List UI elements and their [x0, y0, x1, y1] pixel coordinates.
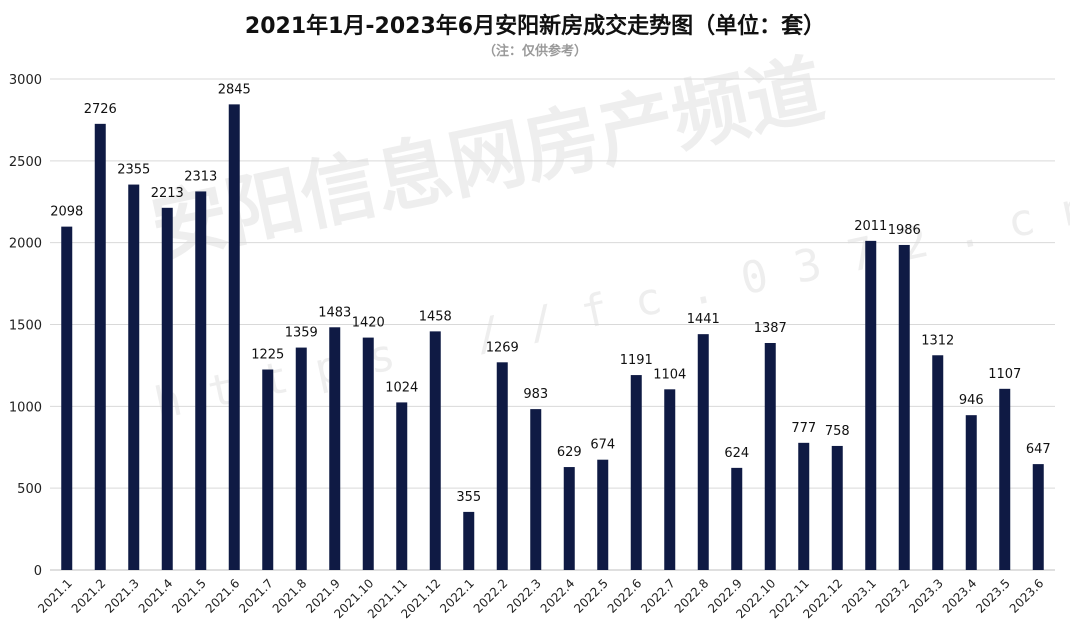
- bar: [362, 337, 374, 570]
- x-tick-label: 2021.1: [35, 576, 75, 616]
- data-label: 983: [523, 387, 548, 402]
- gridlines: [50, 78, 1055, 571]
- bar: [94, 123, 106, 570]
- bar: [128, 184, 140, 570]
- y-axis-ticks: 0 500 1000 1500 2000 2500 3000: [9, 73, 42, 579]
- x-tick-label: 2022.2: [471, 576, 511, 616]
- data-label: 1269: [486, 340, 519, 355]
- y-tick-label: 1500: [9, 319, 42, 334]
- bar: [61, 226, 73, 571]
- x-tick-label: 2022.3: [504, 576, 544, 616]
- bar: [429, 331, 441, 570]
- data-label: 758: [825, 424, 850, 439]
- x-axis-labels: 2021.12021.22021.32021.42021.52021.62021…: [35, 576, 1046, 621]
- bar: [764, 342, 776, 570]
- x-tick-label: 2021.8: [270, 576, 310, 616]
- data-label: 2845: [218, 82, 251, 97]
- x-tick-label: 2021.4: [136, 576, 176, 616]
- y-tick-label: 0: [34, 564, 42, 579]
- x-tick-label: 2023.6: [1007, 576, 1047, 616]
- data-label: 2313: [184, 169, 217, 184]
- x-tick-label: 2023.5: [973, 576, 1013, 616]
- data-label: 2726: [84, 102, 117, 117]
- x-tick-label: 2023.4: [940, 576, 980, 616]
- x-tick-label: 2022.5: [571, 576, 611, 616]
- data-label: 2213: [151, 186, 184, 201]
- data-label: 1483: [318, 305, 351, 320]
- data-label: 2355: [117, 163, 150, 178]
- data-label: 946: [959, 393, 984, 408]
- data-label: 1191: [620, 353, 653, 368]
- x-tick-label: 2022.6: [605, 576, 645, 616]
- x-tick-label: 2021.6: [203, 576, 243, 616]
- bar: [262, 369, 274, 570]
- data-label: 1420: [352, 316, 385, 331]
- bar: [697, 334, 709, 570]
- data-label: 1107: [988, 367, 1021, 382]
- bar: [228, 104, 240, 570]
- y-tick-label: 500: [17, 482, 42, 497]
- data-label: 674: [590, 438, 615, 453]
- bar: [831, 445, 843, 570]
- data-label: 2098: [50, 205, 83, 220]
- data-label: 355: [456, 490, 481, 505]
- y-tick-label: 1000: [9, 400, 42, 415]
- bars: [61, 104, 1044, 571]
- y-tick-label: 2500: [9, 155, 42, 170]
- data-label: 1024: [385, 380, 418, 395]
- bar: [563, 467, 575, 570]
- data-label: 647: [1026, 442, 1051, 457]
- bar: [161, 207, 173, 570]
- bar: [965, 415, 977, 570]
- bar: [798, 442, 810, 570]
- x-tick-label: 2021.3: [102, 576, 142, 616]
- bar: [530, 409, 542, 570]
- bar: [463, 511, 475, 570]
- data-label: 1225: [251, 348, 284, 363]
- x-tick-label: 2021.2: [69, 576, 109, 616]
- x-tick-label: 2022.4: [538, 576, 578, 616]
- bar: [932, 355, 944, 570]
- data-label: 1387: [754, 321, 787, 336]
- bar: [731, 467, 743, 570]
- bar: [329, 327, 341, 570]
- data-label: 777: [791, 421, 816, 436]
- data-label: 1104: [653, 367, 686, 382]
- x-tick-label: 2021.7: [236, 576, 276, 616]
- bar: [597, 459, 609, 570]
- data-label: 1312: [921, 333, 954, 348]
- data-label: 629: [557, 445, 582, 460]
- x-tick-label: 2021.5: [169, 576, 209, 616]
- bar: [999, 388, 1011, 570]
- y-tick-label: 3000: [9, 73, 42, 88]
- bar: [396, 402, 408, 570]
- bar: [496, 362, 508, 570]
- x-tick-label: 2023.2: [873, 576, 913, 616]
- bar: [664, 389, 676, 570]
- bar: [630, 375, 642, 570]
- x-tick-label: 2022.1: [437, 576, 477, 616]
- chart-title: 2021年1月-2023年6月安阳新房成交走势图（单位：套）: [244, 14, 826, 39]
- data-label: 2011: [854, 219, 887, 234]
- x-tick-label: 2022.7: [638, 576, 678, 616]
- x-tick-label: 2023.3: [906, 576, 946, 616]
- data-label: 1441: [687, 312, 720, 327]
- bar: [898, 244, 910, 570]
- data-label: 624: [724, 446, 749, 461]
- x-tick-label: 2022.8: [672, 576, 712, 616]
- x-tick-label: 2023.1: [839, 576, 879, 616]
- bar: [195, 191, 207, 570]
- data-label: 1359: [285, 326, 318, 341]
- bar: [1032, 464, 1044, 570]
- y-tick-label: 2000: [9, 237, 42, 252]
- bar: [865, 240, 877, 570]
- chart-subtitle: （注：仅供参考）: [482, 44, 587, 59]
- data-label: 1986: [888, 223, 921, 238]
- bar: [295, 347, 307, 570]
- data-label: 1458: [419, 309, 452, 324]
